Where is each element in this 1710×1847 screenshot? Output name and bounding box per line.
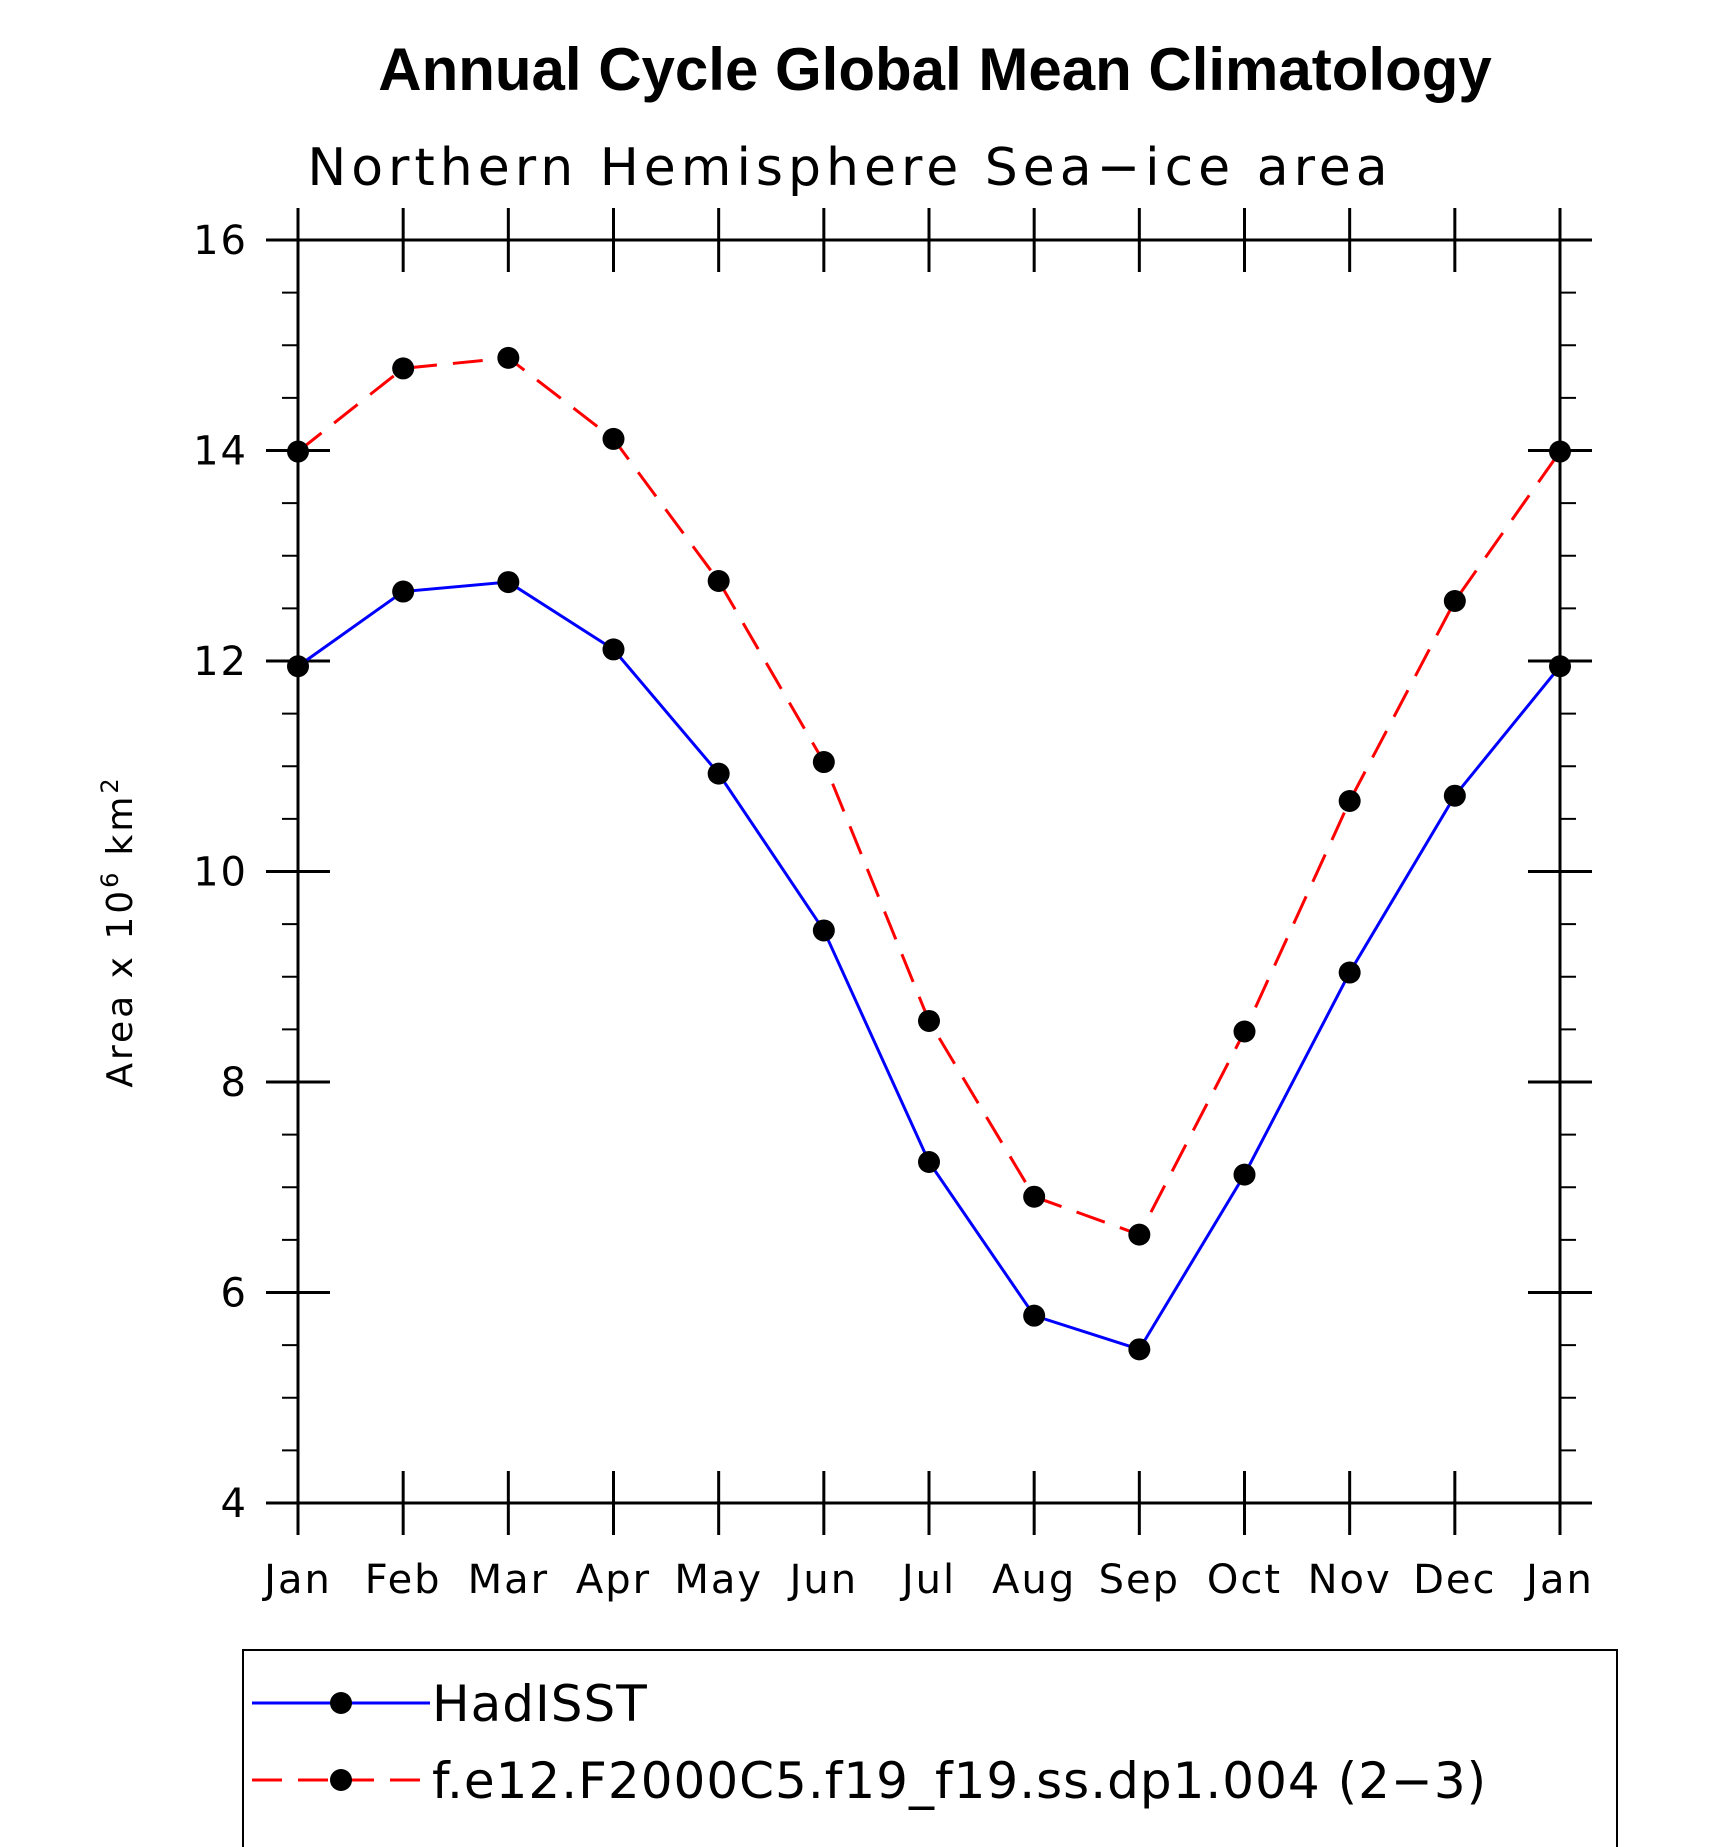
data-point (1023, 1304, 1046, 1327)
y-axis-label-prefix: Area x 10 (100, 888, 141, 1088)
y-tick-label: 8 (221, 1060, 248, 1106)
data-point (812, 919, 835, 942)
plot-area: 4 6 8 10 12 14 16 Jan Feb Mar Apr May Jun Jul Aug Sep O… (193, 208, 1594, 1603)
y-tick-label: 12 (193, 639, 248, 685)
y-tick-label: 14 (193, 429, 248, 475)
legend-marker (330, 1769, 352, 1791)
y-axis-label-exponent: 6 (96, 870, 124, 888)
data-point (918, 1150, 940, 1173)
x-tick-label: Nov (1308, 1557, 1392, 1603)
x-tick-label: May (674, 1557, 763, 1603)
series-2 (287, 346, 1571, 1246)
series-line (297, 580, 1562, 1352)
data-point (602, 638, 625, 661)
x-tick-label: Jul (899, 1557, 956, 1603)
data-point (1233, 1020, 1256, 1043)
x-tick-label: Jan (261, 1557, 332, 1603)
data-point (392, 357, 415, 380)
chart-subtitle: Northern Hemisphere Sea−ice area (307, 138, 1392, 198)
y-axis-label-unit: km (100, 794, 141, 856)
series-1 (287, 571, 1571, 1361)
y-tick-label: 10 (193, 850, 248, 896)
x-tick-label: Feb (365, 1557, 442, 1603)
legend: HadISST f.e12.F2000C5.f19_f19.ss.dp1.004 … (242, 1649, 1618, 1847)
data-point (1443, 784, 1466, 807)
legend-label: f.e12.F2000C5.f19_f19.ss.dp1.004 (2−3) (432, 1752, 1487, 1810)
y-tick-label: 6 (221, 1271, 248, 1317)
data-point (287, 655, 309, 678)
x-tick-label: Aug (992, 1557, 1076, 1603)
series-line (297, 356, 1562, 1237)
plot-frame (296, 238, 1562, 1505)
data-point (1549, 440, 1571, 463)
data-point (602, 427, 625, 450)
data-point (1128, 1338, 1151, 1361)
data-point (1233, 1163, 1256, 1186)
data-point (1443, 590, 1466, 613)
data-point (1128, 1223, 1151, 1246)
data-point (707, 570, 730, 593)
data-point (497, 346, 520, 369)
y-tick-label: 4 (221, 1481, 248, 1527)
x-axis-ticks: Jan Feb Mar Apr May Jun Jul Aug Sep Oct Nov Dec Jan (261, 208, 1594, 1603)
chart-title: Annual Cycle Global Mean Climatology (378, 36, 1492, 103)
x-tick-label: Jan (1523, 1557, 1594, 1603)
data-point (1338, 961, 1361, 984)
data-point (918, 1009, 940, 1032)
legend-box (242, 1649, 1618, 1847)
x-tick-label: Sep (1099, 1557, 1180, 1603)
y-axis-label-unit-exponent: 2 (96, 775, 124, 793)
data-point (392, 580, 415, 603)
data-point (812, 751, 835, 774)
legend-marker (330, 1692, 352, 1714)
data-point (287, 440, 309, 463)
y-axis-ticks: 4 6 8 10 12 14 16 (193, 218, 1592, 1527)
y-tick-label: 16 (193, 218, 248, 264)
x-tick-label: Mar (468, 1557, 549, 1603)
series-layer (287, 346, 1571, 1361)
data-point (1549, 655, 1571, 678)
x-tick-label: Dec (1413, 1557, 1496, 1603)
y-axis-label: Area x 106 km2 (96, 775, 141, 1087)
x-tick-label: Oct (1207, 1557, 1282, 1603)
data-point (1338, 789, 1361, 812)
data-point (1023, 1185, 1046, 1208)
legend-label: HadISST (432, 1675, 648, 1733)
data-point (707, 762, 730, 785)
data-point (497, 571, 520, 594)
x-tick-label: Apr (576, 1557, 651, 1603)
x-tick-label: Jun (787, 1557, 859, 1603)
